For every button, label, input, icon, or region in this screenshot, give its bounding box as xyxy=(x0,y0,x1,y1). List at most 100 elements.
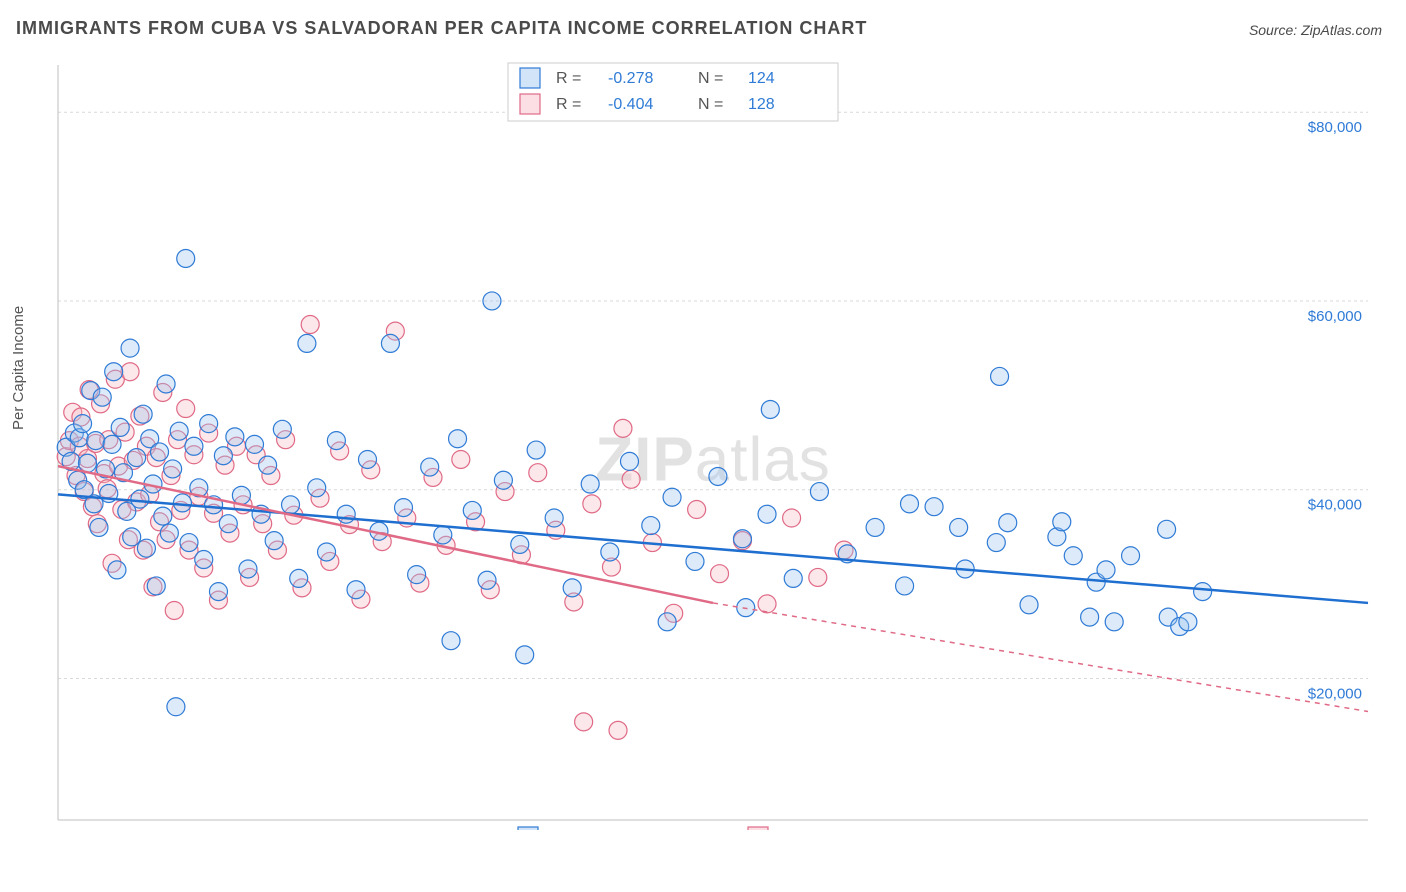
point-cuba xyxy=(90,518,108,536)
point-cuba xyxy=(810,483,828,501)
point-salvadoran xyxy=(575,713,593,731)
point-cuba xyxy=(170,422,188,440)
point-salvadoran xyxy=(529,464,547,482)
point-cuba xyxy=(200,415,218,433)
point-cuba xyxy=(209,583,227,601)
point-cuba xyxy=(108,561,126,579)
point-cuba xyxy=(408,566,426,584)
point-cuba xyxy=(111,418,129,436)
stats-r-value: -0.404 xyxy=(608,96,653,113)
point-cuba xyxy=(1158,520,1176,538)
point-cuba xyxy=(347,581,365,599)
point-cuba xyxy=(395,499,413,517)
trendline-salvadoran-extrapolated xyxy=(713,603,1368,712)
point-cuba xyxy=(308,479,326,497)
point-cuba xyxy=(78,454,96,472)
point-cuba xyxy=(137,539,155,557)
point-cuba xyxy=(1053,513,1071,531)
point-cuba xyxy=(282,496,300,514)
point-cuba xyxy=(164,460,182,478)
point-cuba xyxy=(128,449,146,467)
point-cuba xyxy=(93,388,111,406)
stats-r-label: R = xyxy=(556,70,581,87)
point-cuba xyxy=(896,577,914,595)
point-salvadoran xyxy=(711,565,729,583)
point-cuba xyxy=(318,543,336,561)
point-cuba xyxy=(273,420,291,438)
point-cuba xyxy=(434,526,452,544)
point-salvadoran xyxy=(301,316,319,334)
point-salvadoran xyxy=(452,450,470,468)
x-tick-label: 0.0% xyxy=(58,829,92,830)
point-cuba xyxy=(173,494,191,512)
stats-swatch xyxy=(520,68,540,88)
scatter-chart: $20,000$40,000$60,000$80,0000.0%80.0%ZIP… xyxy=(48,60,1378,830)
point-cuba xyxy=(246,435,264,453)
y-axis-label: Per Capita Income xyxy=(10,306,27,430)
y-tick-label: $40,000 xyxy=(1308,497,1362,514)
point-cuba xyxy=(658,613,676,631)
point-cuba xyxy=(449,430,467,448)
point-salvadoran xyxy=(622,470,640,488)
point-cuba xyxy=(483,292,501,310)
point-cuba xyxy=(511,535,529,553)
point-cuba xyxy=(1064,547,1082,565)
point-salvadoran xyxy=(809,568,827,586)
point-cuba xyxy=(226,428,244,446)
point-cuba xyxy=(545,509,563,527)
point-cuba xyxy=(265,532,283,550)
point-cuba xyxy=(527,441,545,459)
point-cuba xyxy=(160,524,178,542)
point-cuba xyxy=(642,517,660,535)
point-cuba xyxy=(123,528,141,546)
source-label: Source: ZipAtlas.com xyxy=(1249,22,1382,38)
point-cuba xyxy=(147,577,165,595)
legend-label: Salvadorans xyxy=(778,829,861,830)
stats-r-value: -0.278 xyxy=(608,70,653,87)
point-cuba xyxy=(177,249,195,267)
point-cuba xyxy=(358,450,376,468)
stats-n-label: N = xyxy=(698,70,723,87)
point-cuba xyxy=(563,579,581,597)
point-salvadoran xyxy=(609,721,627,739)
point-cuba xyxy=(925,498,943,516)
point-cuba xyxy=(214,447,232,465)
point-cuba xyxy=(167,698,185,716)
point-cuba xyxy=(290,569,308,587)
point-cuba xyxy=(185,437,203,455)
point-cuba xyxy=(1020,596,1038,614)
point-cuba xyxy=(1179,613,1197,631)
x-tick-label: 80.0% xyxy=(1325,829,1368,830)
point-cuba xyxy=(991,367,1009,385)
point-cuba xyxy=(987,534,1005,552)
point-cuba xyxy=(866,518,884,536)
point-cuba xyxy=(463,501,481,519)
point-cuba xyxy=(1081,608,1099,626)
point-cuba xyxy=(105,363,123,381)
point-salvadoran xyxy=(177,400,195,418)
point-cuba xyxy=(999,514,1017,532)
point-cuba xyxy=(298,334,316,352)
trendline-cuba xyxy=(58,494,1368,603)
point-cuba xyxy=(239,560,257,578)
point-cuba xyxy=(901,495,919,513)
point-cuba xyxy=(478,571,496,589)
point-cuba xyxy=(686,552,704,570)
point-cuba xyxy=(131,490,149,508)
point-cuba xyxy=(134,405,152,423)
point-cuba xyxy=(74,415,92,433)
point-cuba xyxy=(1194,583,1212,601)
legend-swatch xyxy=(748,827,768,830)
point-cuba xyxy=(259,456,277,474)
point-salvadoran xyxy=(688,501,706,519)
point-cuba xyxy=(516,646,534,664)
point-cuba xyxy=(1122,547,1140,565)
point-cuba xyxy=(784,569,802,587)
point-cuba xyxy=(232,486,250,504)
stats-swatch xyxy=(520,94,540,114)
point-cuba xyxy=(494,471,512,489)
point-cuba xyxy=(1105,613,1123,631)
stats-n-value: 124 xyxy=(748,70,775,87)
point-salvadoran xyxy=(614,419,632,437)
point-cuba xyxy=(663,488,681,506)
